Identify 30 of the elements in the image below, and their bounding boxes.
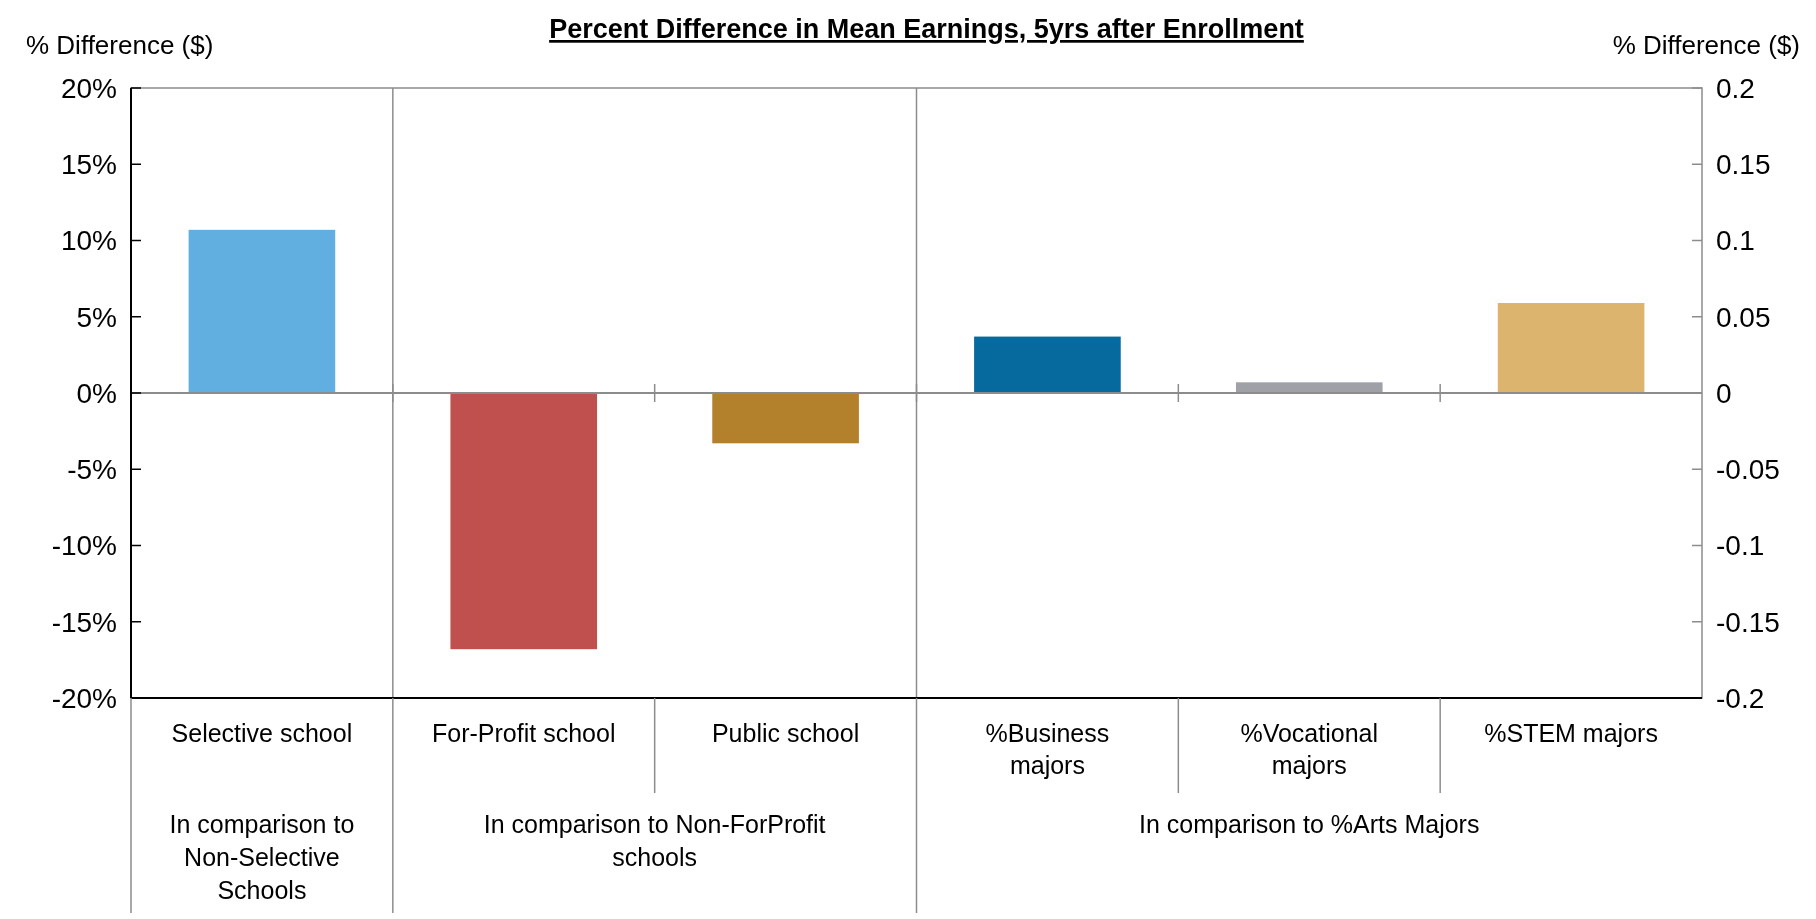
y-tick-label: 0% xyxy=(76,377,117,409)
y-tick-label: 5% xyxy=(76,301,117,333)
y2-tick-label: -0.05 xyxy=(1716,454,1780,486)
x-tick-label: Public school xyxy=(711,719,860,747)
y2-tick-label: -0.2 xyxy=(1716,682,1765,714)
y2-axis-title: % Difference ($) xyxy=(1612,30,1800,60)
x-tick-label: %Business majors xyxy=(985,719,1110,779)
y-tick-label: 10% xyxy=(60,225,117,257)
y2-tick-label: 0 xyxy=(1716,377,1732,409)
text: In comparison to %Arts Majors xyxy=(1139,810,1480,838)
text: In comparison to Non-ForProfit schools xyxy=(483,810,826,871)
y2-tick-label: -0.15 xyxy=(1716,606,1780,638)
y-tick-label: -10% xyxy=(51,530,117,562)
y-tick-label: -15% xyxy=(51,606,117,638)
y2-tick-label: 0.1 xyxy=(1716,225,1755,257)
y2-tick-label: 0.05 xyxy=(1716,301,1771,333)
y-tick-label: 15% xyxy=(60,149,117,181)
chart-title: Percent Difference in Mean Earnings, 5yrs after Enrollment xyxy=(549,14,1304,44)
x-tick-label: %Vocational majors xyxy=(1240,719,1379,779)
y-tick-label: 20% xyxy=(60,72,117,104)
y2-tick-label: -0.1 xyxy=(1716,530,1765,562)
x-tick-label: For-Profit school xyxy=(432,719,616,747)
y-tick-label: -20% xyxy=(51,682,117,714)
text: In comparison to Non-Selective Schools xyxy=(169,810,355,904)
x-tick-label: Selective school xyxy=(171,719,353,747)
y2-tick-label: 0.15 xyxy=(1716,149,1771,181)
y2-tick-label: 0.2 xyxy=(1716,72,1755,104)
y-tick-label: -5% xyxy=(67,454,117,486)
y-axis-title: % Difference ($) xyxy=(26,30,214,60)
x-tick-label: %STEM majors xyxy=(1484,719,1658,747)
